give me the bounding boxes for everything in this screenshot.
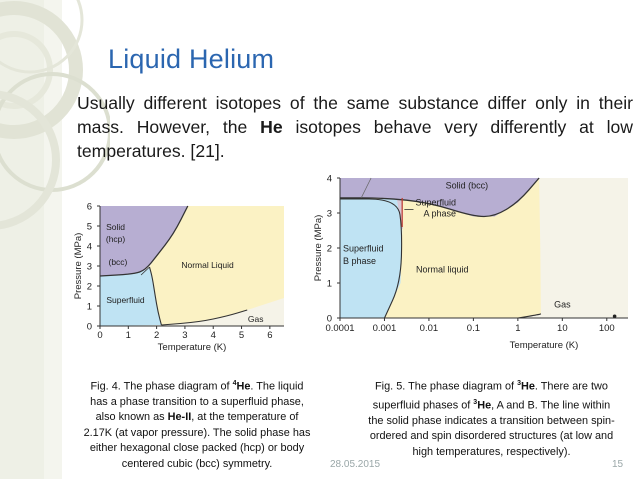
fig5-normal-liquid-region <box>340 178 541 318</box>
fig5-label-normal-liquid: Normal liquid <box>416 265 469 275</box>
fig5-x-tick-label: 1 <box>515 323 520 334</box>
fig5-superfluid-boundary <box>339 198 403 319</box>
fig4-lambda-line <box>148 266 162 326</box>
fig4-solid-region <box>100 206 188 276</box>
fig5-x-tick-label: 100 <box>599 323 615 334</box>
fig5-x-tick-label: 0.0001 <box>325 323 354 334</box>
fig5-label-solid: Solid (bcc) <box>446 181 489 191</box>
fig5-y-tick-label: 1 <box>327 279 332 290</box>
fig5-y-axis-label: Pressure (MPa) <box>313 215 324 282</box>
fig4-label-superfluid: Superfluid <box>106 295 145 305</box>
fig5-label-superfluid-a: Superfluid <box>416 197 457 207</box>
fig4-gas-fill <box>161 298 284 326</box>
fig5-label-a-phase: A phase <box>424 209 457 219</box>
fig5-label-superfluid-b: Superfluid <box>343 244 384 254</box>
fig4-x-tick-label: 0 <box>97 330 102 341</box>
fig5-x-tick-label: 0.01 <box>420 323 439 334</box>
fig4-label-solid: Solid <box>106 222 125 232</box>
decorative-rings <box>0 0 110 479</box>
fig4-label-hcp: (hcp) <box>106 234 126 244</box>
fig5-x-axis-label: Temperature (K) <box>510 340 579 351</box>
fig4-x-tick-label: 1 <box>126 330 131 341</box>
footer-date: 28.05.2015 <box>330 459 381 470</box>
fig4-label-normal-liquid: Normal Liquid <box>181 260 234 270</box>
fig5-x-tick-label: 0.1 <box>467 323 480 334</box>
fig4-melting-curve <box>99 205 189 277</box>
fig5-chart: 0.0001 0.001 0.01 0.1 1 10 100 0 1 2 3 4 Temperature… <box>313 174 628 351</box>
fig4-y-tick-label: 2 <box>87 282 92 293</box>
fig5-melting-curve <box>340 177 540 218</box>
fig4-x-tick-label: 2 <box>154 330 159 341</box>
fig5-y-tick-label: 3 <box>327 209 332 220</box>
fig5-x-tick-label: 10 <box>557 323 568 334</box>
fig5-critical-point <box>612 314 617 319</box>
fig4-y-axis-label: Pressure (MPa) <box>73 233 84 300</box>
fig4-x-tick-label: 3 <box>182 330 187 341</box>
fig4-normal-liquid-region <box>149 206 284 325</box>
fig4-caption: Fig. 4. The phase diagram of 4He. The li… <box>83 380 311 470</box>
fig4-y-tick-label: 6 <box>87 202 92 213</box>
fig5-x-tick-label: 0.001 <box>373 323 397 334</box>
fig5-caption: Fig. 5. The phase diagram of 3He. There … <box>368 380 615 458</box>
fig4-superfluid-region <box>100 267 162 326</box>
fig5-y-tick-label: 2 <box>327 244 332 255</box>
fig4-x-axis-label: Temperature (K) <box>158 342 227 353</box>
fig5-solid-region <box>340 178 540 217</box>
fig4-y-tick-label: 3 <box>87 262 92 273</box>
fig4-y-tick-label: 5 <box>87 222 92 233</box>
fig5-superfluid-b-region <box>340 199 403 318</box>
fig4-chart: 0 1 2 3 4 5 6 0 1 2 3 4 5 6 Temperature (K) Pressure (M… <box>73 202 284 353</box>
fig4-label-bcc: (bcc) <box>108 257 127 267</box>
intro-paragraph: Usually different isotopes of the same s… <box>77 93 633 161</box>
fig5-spin-transition-line <box>360 177 372 199</box>
fig5-label-gas: Gas <box>554 300 571 310</box>
fig4-y-tick-label: 0 <box>87 322 92 333</box>
page-number: 15 <box>612 459 624 470</box>
fig4-y-tick-label: 4 <box>87 242 92 253</box>
fig4-y-tick-label: 1 <box>87 302 92 313</box>
fig5-label-b-phase: B phase <box>343 256 376 266</box>
fig4-x-tick-label: 4 <box>211 330 216 341</box>
fig4-bcc-pointer <box>140 266 150 276</box>
fig4-x-tick-label: 6 <box>267 330 272 341</box>
fig4-vapor-curve <box>161 309 248 326</box>
fig5-y-tick-label: 0 <box>327 314 332 325</box>
fig5-y-tick-label: 4 <box>327 174 332 185</box>
slide-title: Liquid Helium <box>108 44 275 74</box>
fig4-x-tick-label: 5 <box>239 330 244 341</box>
fig4-label-gas: Gas <box>248 314 264 324</box>
